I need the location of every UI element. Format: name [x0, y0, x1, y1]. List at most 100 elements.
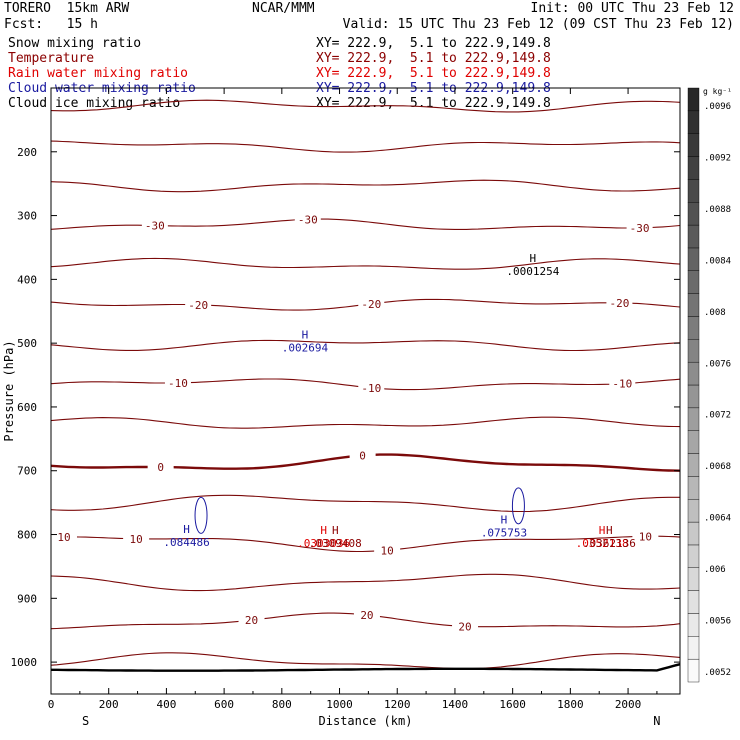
- isotherm-label-bg: [147, 460, 174, 473]
- colorbar-segment: [687, 613, 700, 637]
- colorbar-segment: [687, 521, 700, 546]
- maximum-value: .002694: [282, 341, 329, 354]
- y-tick-label: 500: [17, 337, 37, 350]
- colorbar-segment: [687, 658, 700, 683]
- y-tick-label: 200: [17, 146, 37, 159]
- colorbar-segment: [687, 110, 700, 134]
- isotherm-label-bg: [632, 530, 659, 543]
- x-tick-label: 400: [156, 698, 176, 711]
- plot-area: -30 -30 -30 -20 -20 -20 -10 -10 -10 0 0 10 10 10 10 20 2…: [51, 99, 680, 672]
- maximum-marker: H: [501, 513, 508, 526]
- maximum-value: .0001254: [506, 265, 559, 278]
- y-tick-label: 700: [17, 465, 37, 478]
- x-tick-label: 2000: [615, 698, 642, 711]
- maximum-marker: H: [302, 328, 309, 341]
- valid-label: Valid: 15 UTC Thu 23 Feb 12 (09 CST Thu …: [342, 17, 734, 32]
- colorbar-segment: [687, 247, 700, 271]
- maximum-value: .0362136: [583, 537, 636, 550]
- x-tick-label: 0: [48, 698, 55, 711]
- colorbar-segment: [687, 544, 700, 568]
- maximum-marker: H: [530, 252, 537, 265]
- x-tick-label: 800: [272, 698, 292, 711]
- colorbar-segment: [687, 361, 700, 386]
- isotherm-label: -10: [168, 377, 188, 390]
- field-name: Temperature: [8, 51, 95, 66]
- isotherm-line: [51, 573, 680, 592]
- colorbar-segment: [687, 133, 700, 157]
- x-tick-label: 600: [214, 698, 234, 711]
- colorbar-segment: [687, 499, 700, 523]
- maximum-value: .075753: [481, 526, 527, 539]
- maximum-marker: H: [320, 524, 327, 537]
- isotherm-label: -20: [361, 298, 381, 311]
- isotherm-label: 20: [360, 609, 373, 622]
- terrain-line: [51, 663, 680, 672]
- isotherm-label: -30: [630, 222, 650, 235]
- isotherm-label: -10: [612, 378, 632, 391]
- isotherm-label-bg: [294, 213, 321, 226]
- y-axis-label: Pressure (hPa): [2, 340, 16, 441]
- colorbar-segment: [687, 156, 700, 180]
- field-name: Cloud ice mixing ratio: [8, 96, 181, 111]
- isotherm-line: [51, 140, 680, 153]
- isotherm-line: [51, 652, 680, 670]
- isotherm-label-bg: [626, 221, 653, 234]
- isotherm-label-bg: [353, 609, 380, 622]
- colorbar-segment: [687, 339, 700, 363]
- forecast-label: Fcst: 15 h: [4, 17, 98, 32]
- colorbar-segment: [687, 293, 700, 317]
- colorbar-segment: [687, 270, 700, 294]
- isotherm-label-bg: [123, 532, 150, 545]
- colorbar-segment: [687, 636, 700, 660]
- x-tick-label: 1800: [557, 698, 584, 711]
- colorbar-tick-label: .0088: [704, 205, 731, 215]
- init-label: Init: 00 UTC Thu 23 Feb 12: [530, 1, 735, 16]
- colorbar-tick-label: .0076: [704, 359, 731, 369]
- colorbar-segment: [687, 384, 700, 409]
- plot-frame: [50, 87, 681, 695]
- colorbar-segment: [687, 224, 700, 249]
- colorbar-tick-label: .008: [704, 308, 726, 318]
- isotherm-label: 10: [639, 530, 652, 543]
- y-tick-label: 1000: [11, 656, 38, 669]
- maximum-marker: H: [183, 523, 190, 536]
- isotherm-line: [51, 99, 680, 113]
- y-tick-label: 400: [17, 273, 37, 286]
- isotherm-label-bg: [349, 449, 376, 462]
- isotherm-label: 10: [57, 531, 70, 544]
- field-name: Snow mixing ratio: [8, 36, 142, 51]
- colorbar-tick-label: .0096: [704, 102, 731, 112]
- colorbar-tick-label: .0092: [704, 153, 731, 163]
- colorbar-tick-label: .006: [704, 565, 726, 575]
- isotherm-label: 0: [359, 449, 366, 462]
- colorbar-tick-label: .0052: [704, 668, 731, 678]
- x-tick-label: 1400: [442, 698, 469, 711]
- colorbar-tick-label: .0068: [704, 462, 731, 472]
- isotherm-label: -10: [361, 382, 381, 395]
- cloud-water-contour: [194, 496, 208, 534]
- y-tick-label: 800: [17, 529, 37, 542]
- isotherm-label: -30: [298, 213, 318, 226]
- isotherm-line: [51, 179, 680, 193]
- y-tick-label: 600: [17, 401, 37, 414]
- isotherm-label-bg: [141, 219, 168, 232]
- maximum-value: .084486: [163, 536, 209, 549]
- colorbar-tick-label: .0084: [704, 256, 731, 266]
- isotherm-label: -20: [609, 297, 629, 310]
- x-end-right-label: N: [653, 714, 660, 728]
- isotherm-line: [51, 494, 680, 513]
- isotherm-label: -30: [145, 219, 165, 232]
- field-xy: XY= 222.9, 5.1 to 222.9,149.8: [316, 66, 551, 81]
- colorbar-segment: [687, 316, 700, 340]
- isotherm-label: 10: [129, 533, 142, 546]
- isotherm-label-bg: [51, 530, 77, 543]
- x-tick-label: 1200: [384, 698, 411, 711]
- isotherm-label-bg: [164, 376, 191, 389]
- model-label: TORERO 15km ARW: [4, 1, 130, 16]
- y-tick-label: 900: [17, 592, 37, 605]
- colorbar-tick-label: .0056: [704, 617, 731, 627]
- isotherm-label-bg: [238, 614, 265, 627]
- isotherm-label-bg: [609, 377, 636, 390]
- y-tick-label: 300: [17, 210, 37, 223]
